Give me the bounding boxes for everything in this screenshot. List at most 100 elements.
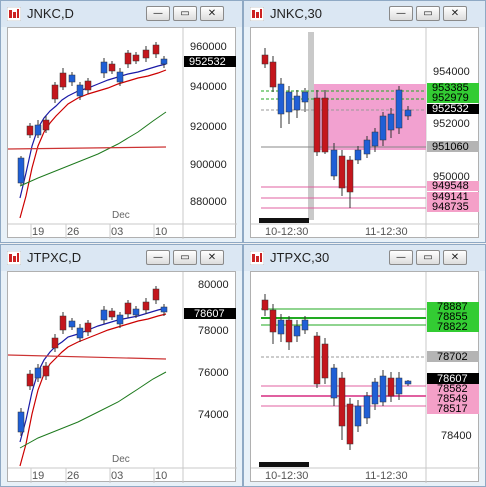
- price-axis-label: 78000: [198, 325, 229, 337]
- price-axis-label: 960000: [190, 41, 227, 53]
- resistance-tag: 953385: [432, 82, 469, 94]
- price-axis-label: 900000: [190, 159, 227, 171]
- close-button[interactable]: ✕: [200, 6, 224, 21]
- candlesticks: [261, 48, 412, 208]
- ma-mid-line: [19, 313, 167, 467]
- price-tag-bg: [427, 302, 479, 312]
- current-price-tag: 952532: [189, 56, 226, 68]
- time-axis-marker: [259, 462, 309, 467]
- ma-flat-line: [8, 354, 167, 360]
- restore-button[interactable]: ▭: [173, 250, 197, 265]
- candlesticks: [17, 42, 168, 185]
- price-tag-bg: [427, 394, 479, 404]
- minimize-button[interactable]: —: [389, 250, 413, 265]
- price-tag-bg: [427, 322, 479, 332]
- minimize-button[interactable]: —: [146, 6, 170, 21]
- support-tag: 78517: [437, 403, 468, 415]
- window-titlebar[interactable]: JNKC,D — ▭ ✕: [1, 1, 242, 27]
- price-axis-label: 78400: [441, 430, 472, 442]
- price-tag-bg: [427, 192, 479, 202]
- current-price-tag: 952532: [432, 103, 469, 115]
- support-tag: 78549: [437, 393, 468, 405]
- price-axis-label: 80000: [198, 279, 229, 291]
- price-axis-label: 74000: [198, 409, 229, 421]
- time-axis-label: 19: [32, 470, 44, 482]
- time-axis-label: 03: [111, 470, 123, 482]
- minimize-button[interactable]: —: [389, 6, 413, 21]
- session-divider: [308, 32, 314, 220]
- window-title: JNKC,D: [27, 6, 74, 21]
- price-tag-bg: [427, 202, 479, 212]
- price-axis-label: 952000: [433, 118, 470, 130]
- window-title: JTPXC,30: [270, 250, 330, 265]
- time-axis-label: 19: [32, 226, 44, 238]
- price-tag-bg: [427, 404, 479, 414]
- window-titlebar[interactable]: JNKC,30 — ▭ ✕: [244, 1, 485, 27]
- price-chart: 78887 78855 78822 78702 78607 78582 7854…: [251, 272, 480, 483]
- time-axis-label: 10: [155, 226, 167, 238]
- chart-area[interactable]: 80000 78000 76000 74000 78607 19 26 03 1…: [7, 271, 237, 483]
- chart-area[interactable]: 78887 78855 78822 78702 78607 78582 7854…: [250, 271, 480, 483]
- chart-app-icon: [7, 7, 21, 21]
- close-button[interactable]: ✕: [443, 250, 467, 265]
- restore-button[interactable]: ▭: [173, 6, 197, 21]
- resistance-tag: 78855: [437, 311, 468, 323]
- price-tag-bg: [427, 93, 479, 103]
- time-axis-label: 10: [155, 470, 167, 482]
- pivot-tag: 951060: [432, 141, 469, 153]
- price-axis-label: 76000: [198, 367, 229, 379]
- price-tag-bg: [427, 83, 479, 93]
- ma-mid-line: [19, 69, 167, 219]
- window-title: JTPXC,D: [27, 250, 82, 265]
- zone-highlight: [311, 84, 426, 150]
- month-label: Dec: [112, 454, 130, 465]
- chart-window-jtpxc-daily[interactable]: JTPXC,D — ▭ ✕: [0, 244, 243, 487]
- window-title: JNKC,30: [270, 6, 323, 21]
- current-price-tag-bg: [184, 308, 236, 319]
- window-titlebar[interactable]: JTPXC,30 — ▭ ✕: [244, 245, 485, 271]
- ma-slow-line: [19, 111, 167, 187]
- price-tag-bg: [427, 104, 479, 114]
- price-tag-bg: [427, 181, 479, 191]
- time-axis-label: 26: [67, 226, 79, 238]
- time-axis-label: 11-12:30: [365, 226, 408, 238]
- current-price-tag: 78607: [194, 308, 225, 320]
- price-tag-bg: [427, 384, 479, 394]
- resistance-tag: 952979: [432, 92, 469, 104]
- candlesticks: [261, 294, 412, 450]
- chart-window-jnkc-daily[interactable]: JNKC,D — ▭ ✕: [0, 0, 243, 243]
- price-axis-label: 954000: [433, 66, 470, 78]
- resistance-tag: 78822: [437, 321, 468, 333]
- chart-app-icon: [250, 7, 264, 21]
- restore-button[interactable]: ▭: [416, 6, 440, 21]
- chart-area[interactable]: 954000 952000 950000 953385 952979 95253…: [250, 27, 480, 239]
- time-axis-label: 03: [111, 226, 123, 238]
- resistance-tag: 78887: [437, 301, 468, 313]
- time-axis-label: 11-12:30: [365, 470, 408, 482]
- price-tag-bg: [427, 312, 479, 322]
- price-tag-bg: [427, 351, 479, 362]
- candlesticks: [17, 286, 168, 436]
- price-axis-label: 950000: [433, 171, 470, 183]
- restore-button[interactable]: ▭: [416, 250, 440, 265]
- chart-area[interactable]: 960000 940000 920000 900000 880000 95253…: [7, 27, 237, 239]
- minimize-button[interactable]: —: [146, 250, 170, 265]
- price-tag-bg: [427, 141, 479, 152]
- close-button[interactable]: ✕: [443, 6, 467, 21]
- support-tag: 949548: [432, 180, 469, 192]
- time-axis-label: 10-12:30: [265, 470, 308, 482]
- price-chart: 960000 940000 920000 900000 880000 95253…: [8, 28, 237, 239]
- window-titlebar[interactable]: JTPXC,D — ▭ ✕: [1, 245, 242, 271]
- chart-window-jtpxc-30min[interactable]: JTPXC,30 — ▭ ✕: [243, 244, 486, 487]
- ma-flat-line: [8, 146, 167, 150]
- time-axis-label: 26: [67, 470, 79, 482]
- price-tag-bg: [427, 373, 479, 384]
- month-label: Dec: [112, 210, 130, 221]
- support-tag: 949141: [432, 191, 469, 203]
- price-axis-label: 880000: [190, 196, 227, 208]
- price-chart: 954000 952000 950000 953385 952979 95253…: [251, 28, 480, 239]
- time-axis-marker: [259, 218, 309, 223]
- close-button[interactable]: ✕: [200, 250, 224, 265]
- chart-window-jnkc-30min[interactable]: JNKC,30 — ▭ ✕: [243, 0, 486, 243]
- price-chart: 80000 78000 76000 74000 78607 19 26 03 1…: [8, 272, 237, 483]
